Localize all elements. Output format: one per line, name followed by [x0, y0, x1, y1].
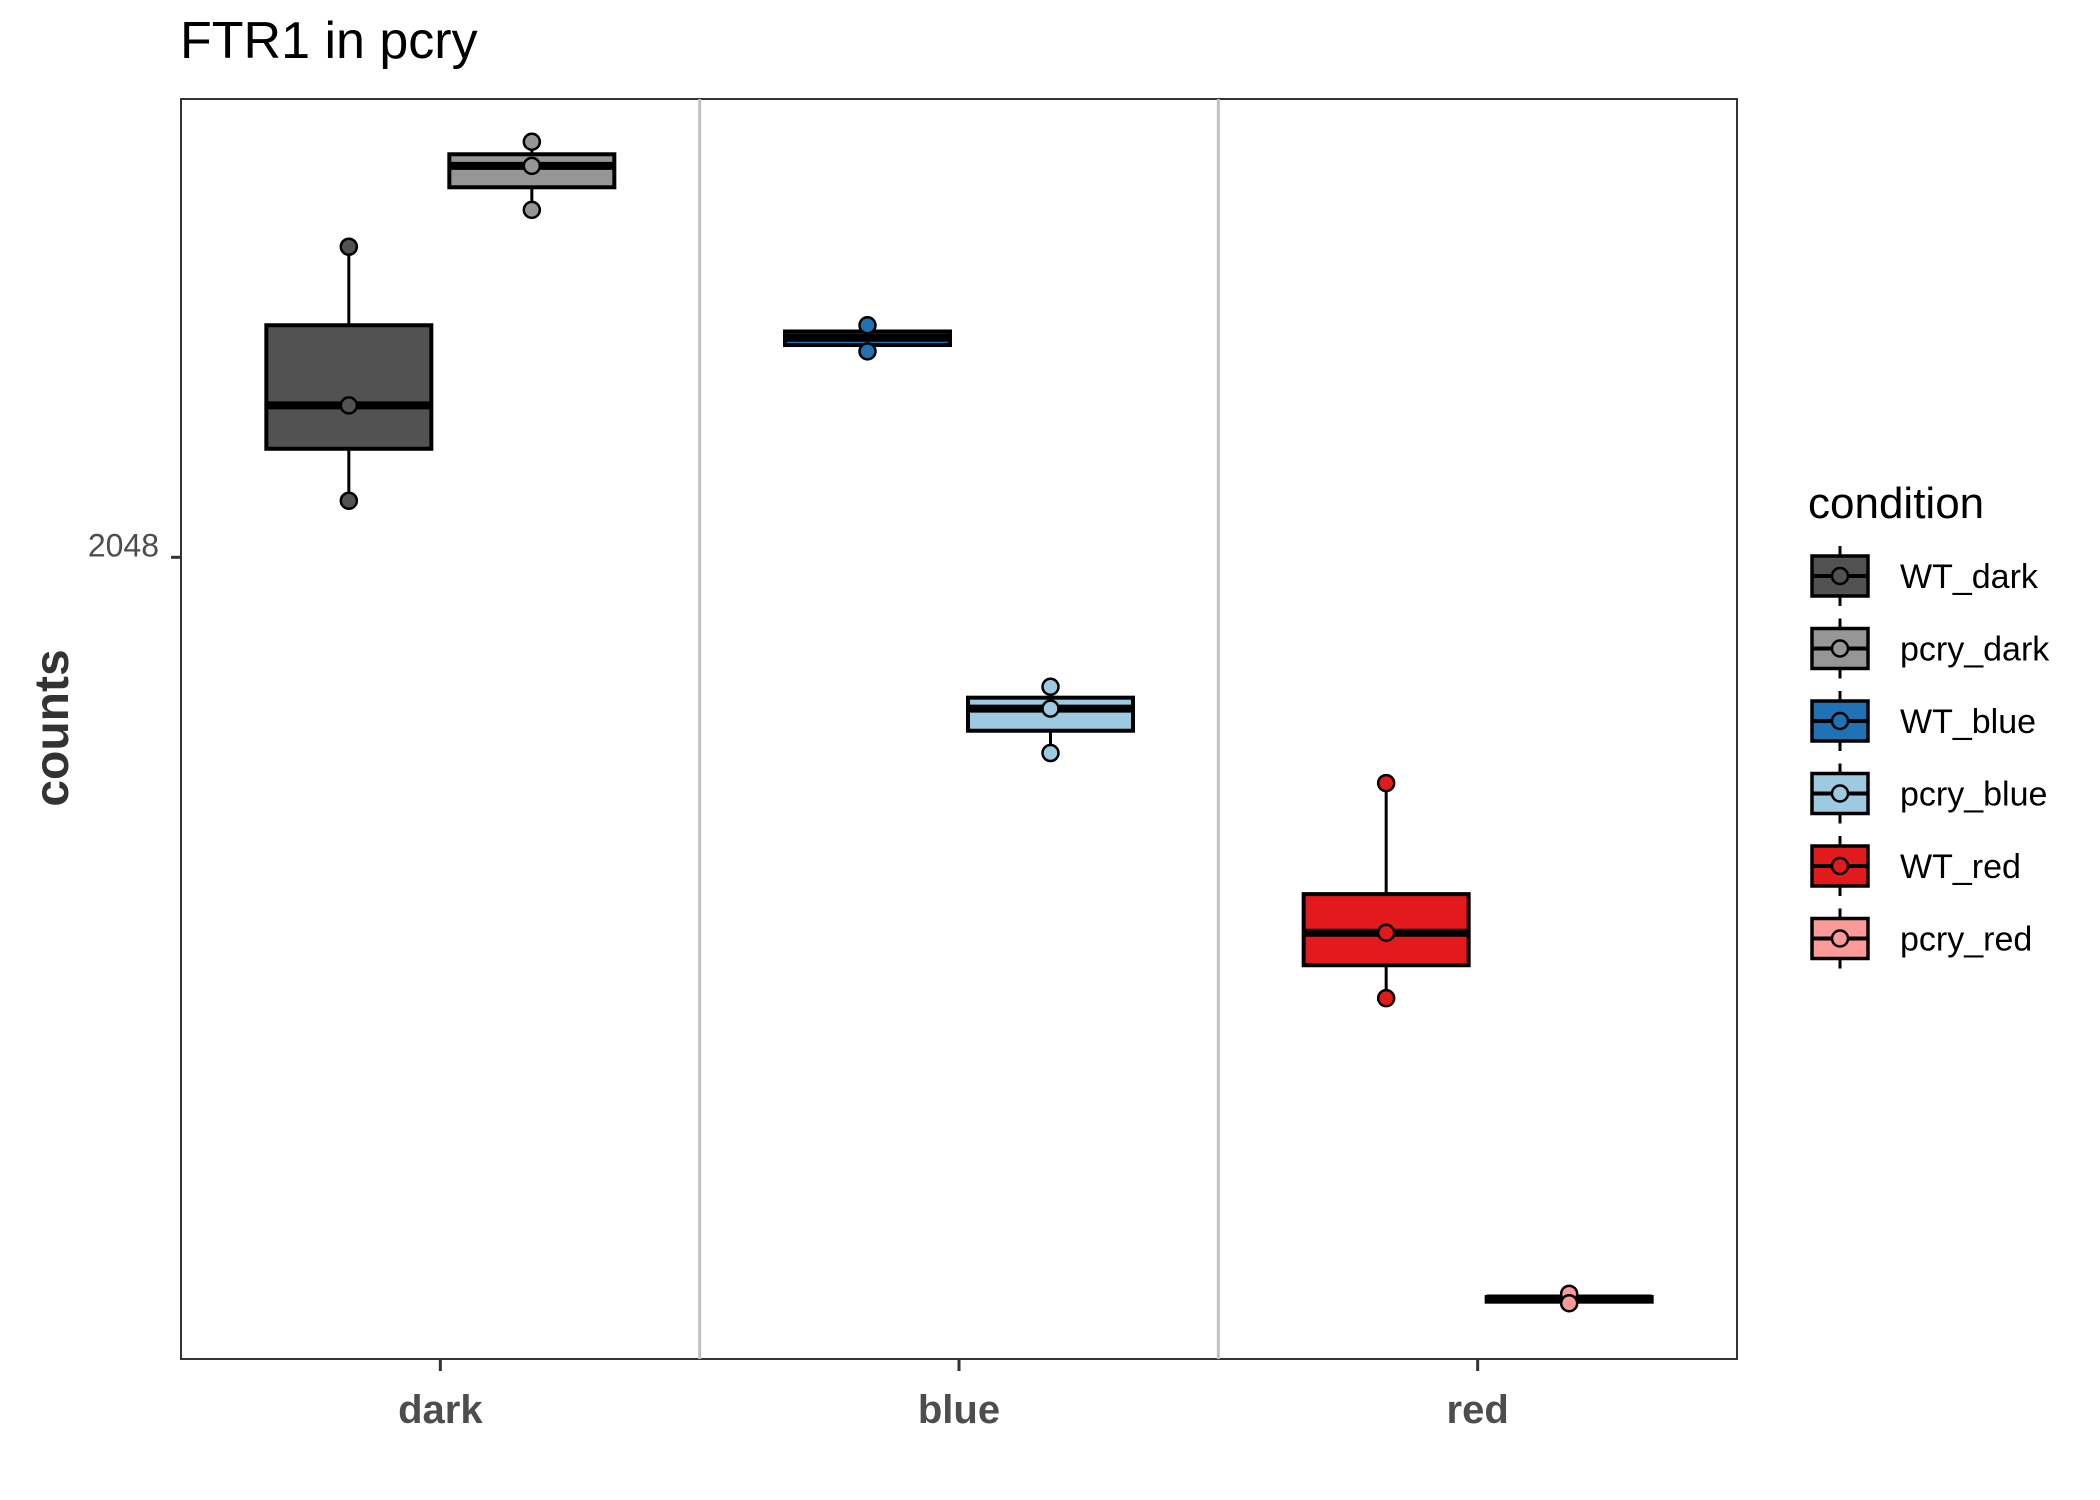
- x-tick-label: blue: [918, 1388, 1000, 1432]
- legend-label: WT_blue: [1900, 703, 2036, 741]
- legend-item-WT_dark: WT_dark: [1810, 546, 2039, 606]
- legend-key-point: [1830, 566, 1850, 586]
- box-pcry_dark: [447, 132, 617, 220]
- data-point: [1376, 988, 1396, 1008]
- legend-label: pcry_dark: [1900, 631, 2050, 669]
- data-point: [1559, 1294, 1579, 1313]
- legend-label: WT_dark: [1900, 558, 2039, 596]
- box-body: [264, 323, 434, 451]
- legend-key-point: [1830, 639, 1850, 658]
- data-point: [339, 491, 359, 510]
- legend-item-pcry_red: pcry_red: [1810, 908, 2032, 969]
- data-point: [522, 132, 542, 152]
- data-point: [522, 200, 542, 220]
- box-pcry_blue: [966, 677, 1135, 763]
- legend-label: pcry_blue: [1900, 776, 2047, 814]
- y-tick-label: 2048: [88, 527, 159, 563]
- legend-title: condition: [1808, 479, 1984, 528]
- data-point: [1041, 743, 1060, 763]
- y-axis-label: counts: [26, 649, 79, 806]
- box-WT_dark: [264, 237, 434, 510]
- data-point: [858, 316, 877, 335]
- x-tick-label: red: [1447, 1388, 1509, 1432]
- legend: condition WT_dark pcry_dark WT_blue pcry_bl…: [1808, 479, 2050, 969]
- data-point: [1041, 677, 1060, 697]
- legend-item-WT_blue: WT_blue: [1810, 691, 2036, 751]
- x-tick-label: dark: [398, 1388, 483, 1432]
- legend-key-point: [1830, 856, 1850, 876]
- data-point: [1041, 699, 1060, 718]
- data-point: [1376, 773, 1396, 793]
- legend-key-point: [1830, 784, 1850, 803]
- legend-item-pcry_blue: pcry_blue: [1810, 763, 2047, 824]
- legend-label: pcry_red: [1900, 921, 2032, 959]
- legend-key-point: [1830, 929, 1850, 948]
- legend-item-pcry_dark: pcry_dark: [1810, 618, 2050, 679]
- legend-key-point: [1830, 711, 1850, 731]
- data-point: [339, 237, 359, 256]
- chart-title: FTR1 in pcry: [180, 12, 478, 70]
- box-WT_red: [1301, 773, 1471, 1008]
- data-point: [858, 342, 877, 361]
- plot-panel: dark blue red 2048: [88, 98, 1738, 1432]
- box-pcry_red: [1484, 1284, 1654, 1313]
- data-point: [1376, 923, 1396, 943]
- legend-item-WT_red: WT_red: [1810, 836, 2021, 896]
- box-WT_blue: [783, 316, 952, 361]
- data-point: [339, 396, 359, 415]
- legend-label: WT_red: [1900, 848, 2021, 886]
- data-point: [522, 156, 542, 176]
